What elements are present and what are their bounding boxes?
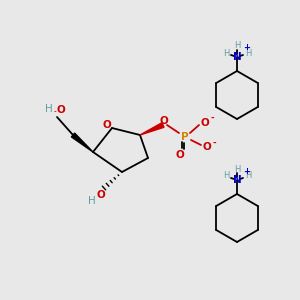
Text: N: N [232, 175, 242, 185]
Polygon shape [71, 133, 93, 152]
Text: O: O [57, 105, 65, 115]
Text: H: H [245, 172, 251, 181]
Text: N: N [232, 52, 242, 62]
Text: O: O [176, 150, 184, 160]
Text: H: H [88, 196, 96, 206]
Text: -: - [210, 113, 214, 122]
Text: H: H [234, 164, 240, 173]
Text: -: - [54, 107, 56, 116]
Text: H: H [245, 49, 251, 58]
Text: +: + [244, 44, 250, 52]
Text: O: O [97, 190, 105, 200]
Text: O: O [202, 142, 211, 152]
Text: H: H [223, 172, 229, 181]
Text: H: H [45, 104, 53, 114]
Text: O: O [201, 118, 209, 128]
Text: H: H [223, 49, 229, 58]
Text: P: P [181, 132, 189, 142]
Text: O: O [160, 116, 168, 126]
Text: -: - [212, 139, 216, 148]
Text: +: + [244, 167, 250, 176]
Text: H: H [234, 41, 240, 50]
Text: O: O [103, 120, 111, 130]
Polygon shape [140, 123, 164, 135]
